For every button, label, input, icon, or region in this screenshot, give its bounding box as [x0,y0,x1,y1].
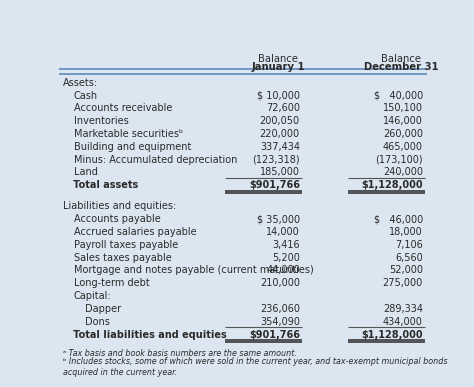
Text: 44,000: 44,000 [266,265,300,276]
Text: 200,050: 200,050 [260,116,300,126]
Text: 14,000: 14,000 [266,227,300,237]
Text: ᵃ Tax basis and book basis numbers are the same amount.: ᵃ Tax basis and book basis numbers are t… [63,349,297,358]
Text: 6,560: 6,560 [395,253,423,263]
Text: 354,090: 354,090 [260,317,300,327]
Text: 465,000: 465,000 [383,142,423,152]
Text: 18,000: 18,000 [389,227,423,237]
Text: 3,416: 3,416 [272,240,300,250]
Text: 236,060: 236,060 [260,304,300,314]
Text: 289,334: 289,334 [383,304,423,314]
Text: 220,000: 220,000 [260,129,300,139]
Text: $   46,000: $ 46,000 [374,214,423,224]
Text: Dons: Dons [85,317,110,327]
Text: 7,106: 7,106 [395,240,423,250]
Text: Marketable securitiesᵇ: Marketable securitiesᵇ [74,129,183,139]
Text: (123,318): (123,318) [252,155,300,164]
Text: Accounts payable: Accounts payable [74,214,161,224]
Text: Long-term debt: Long-term debt [74,278,150,288]
Text: Total liabilities and equities: Total liabilities and equities [63,329,227,339]
Text: Inventories: Inventories [74,116,129,126]
Text: 5,200: 5,200 [272,253,300,263]
Text: $ 35,000: $ 35,000 [257,214,300,224]
Text: 52,000: 52,000 [389,265,423,276]
Text: Capital:: Capital: [74,291,111,301]
Text: Sales taxes payable: Sales taxes payable [74,253,172,263]
Text: $901,766: $901,766 [249,329,300,339]
Text: January 1: January 1 [251,62,305,72]
Text: Total assets: Total assets [63,180,138,190]
Text: Balance: Balance [381,54,421,64]
Text: 240,000: 240,000 [383,168,423,177]
Text: 434,000: 434,000 [383,317,423,327]
Text: Liabilities and equities:: Liabilities and equities: [63,201,176,211]
Text: 150,100: 150,100 [383,103,423,113]
Text: 275,000: 275,000 [383,278,423,288]
Text: 146,000: 146,000 [383,116,423,126]
Text: 210,000: 210,000 [260,278,300,288]
Text: $1,128,000: $1,128,000 [361,329,423,339]
Text: $1,128,000: $1,128,000 [361,180,423,190]
Text: 185,000: 185,000 [260,168,300,177]
Text: Accrued salaries payable: Accrued salaries payable [74,227,197,237]
Text: Land: Land [74,168,98,177]
Text: Payroll taxes payable: Payroll taxes payable [74,240,178,250]
Text: ᵇ Includes stocks, some of which were sold in the current year, and tax-exempt m: ᵇ Includes stocks, some of which were so… [63,357,447,377]
Text: (173,100): (173,100) [375,155,423,164]
Text: December 31: December 31 [364,62,438,72]
Text: Mortgage and notes payable (current maturities): Mortgage and notes payable (current matu… [74,265,314,276]
Text: Accounts receivable: Accounts receivable [74,103,173,113]
Text: 72,600: 72,600 [266,103,300,113]
Text: Assets:: Assets: [63,78,98,88]
Text: $ 10,000: $ 10,000 [257,91,300,101]
Text: Balance: Balance [258,54,298,64]
Text: Building and equipment: Building and equipment [74,142,191,152]
Text: Minus: Accumulated depreciation: Minus: Accumulated depreciation [74,155,237,164]
Text: $901,766: $901,766 [249,180,300,190]
Text: 337,434: 337,434 [260,142,300,152]
Text: Cash: Cash [74,91,98,101]
Text: 260,000: 260,000 [383,129,423,139]
Text: $   40,000: $ 40,000 [374,91,423,101]
Text: Dapper: Dapper [85,304,121,314]
